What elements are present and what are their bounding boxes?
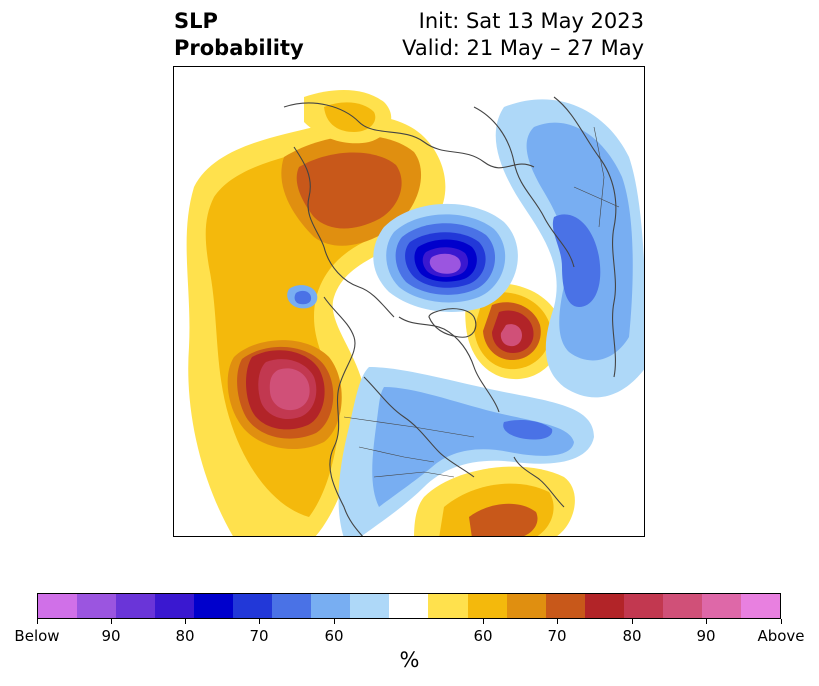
above-region-atlantic-5 bbox=[500, 324, 522, 347]
below-region-namerica-2 bbox=[372, 387, 574, 507]
init-date: Init: Sat 13 May 2023 bbox=[418, 9, 644, 33]
colorbar-tick-label: 70 bbox=[547, 627, 567, 645]
map-svg bbox=[186, 90, 644, 536]
above-region-pacific-7 bbox=[269, 368, 310, 411]
colorbar-segment bbox=[350, 594, 390, 618]
borders bbox=[343, 126, 620, 478]
colorbar-tick-label: Below bbox=[14, 627, 60, 645]
colorbar-tick-label: 80 bbox=[622, 627, 642, 645]
colorbar-segment bbox=[623, 594, 663, 618]
title-line-1: SLP bbox=[174, 9, 218, 33]
coastlines bbox=[283, 96, 617, 536]
colorbar-segment bbox=[506, 594, 546, 618]
colorbar-segment bbox=[116, 594, 156, 618]
colorbar-tick-mark bbox=[780, 619, 782, 624]
colorbar-segment bbox=[662, 594, 702, 618]
below-region-pacific-spot-2 bbox=[294, 290, 312, 305]
colorbar-segment bbox=[584, 594, 624, 618]
above-region-azores-3 bbox=[469, 503, 538, 536]
above-region-siberia-2 bbox=[296, 152, 402, 229]
colorbar-segment bbox=[272, 594, 312, 618]
date-info: Init: Sat 13 May 2023 Valid: 21 May – 27… bbox=[402, 8, 644, 62]
colorbar-tick-mark bbox=[258, 619, 260, 624]
probability-fill bbox=[186, 90, 644, 536]
colorbar-tick-label: 60 bbox=[473, 627, 493, 645]
colorbar-tick-mark bbox=[333, 619, 335, 624]
colorbar-segment bbox=[194, 594, 234, 618]
title-line-2: Probability bbox=[174, 36, 304, 60]
colorbar-tick-label: 70 bbox=[249, 627, 269, 645]
colorbar-segment bbox=[545, 594, 585, 618]
colorbar-tick-label: 90 bbox=[101, 627, 121, 645]
below-region-namerica-3 bbox=[503, 419, 553, 440]
colorbar-tick-label: 80 bbox=[175, 627, 195, 645]
colorbar-tick-mark bbox=[184, 619, 186, 624]
colorbar-segment bbox=[740, 594, 780, 618]
colorbar bbox=[37, 593, 781, 619]
colorbar-segment bbox=[311, 594, 351, 618]
colorbar-segment bbox=[155, 594, 195, 618]
colorbar-segment bbox=[38, 594, 78, 618]
valid-range: Valid: 21 May – 27 May bbox=[402, 36, 644, 60]
colorbar-tick-mark bbox=[556, 619, 558, 624]
colorbar-segment bbox=[233, 594, 273, 618]
colorbar-unit: % bbox=[399, 648, 420, 672]
colorbar-tick-mark bbox=[705, 619, 707, 624]
colorbar-tick-mark bbox=[631, 619, 633, 624]
colorbar-segment bbox=[77, 594, 117, 618]
colorbar-segment bbox=[467, 594, 507, 618]
colorbar-tick-mark bbox=[110, 619, 112, 624]
colorbar-tick-label: Above bbox=[757, 627, 805, 645]
colorbar-tick-mark bbox=[482, 619, 484, 624]
colorbar-segment bbox=[389, 594, 429, 618]
below-region-europe-3 bbox=[552, 214, 601, 307]
colorbar-segment bbox=[701, 594, 741, 618]
colorbar-tick-mark bbox=[36, 619, 38, 624]
chart-title: SLP Probability bbox=[174, 8, 304, 62]
colorbar-tick-label: 60 bbox=[324, 627, 344, 645]
probability-map bbox=[173, 66, 645, 537]
colorbar-segment bbox=[428, 594, 468, 618]
colorbar-tick-label: 90 bbox=[696, 627, 716, 645]
below-region-arctic-7 bbox=[429, 253, 461, 274]
